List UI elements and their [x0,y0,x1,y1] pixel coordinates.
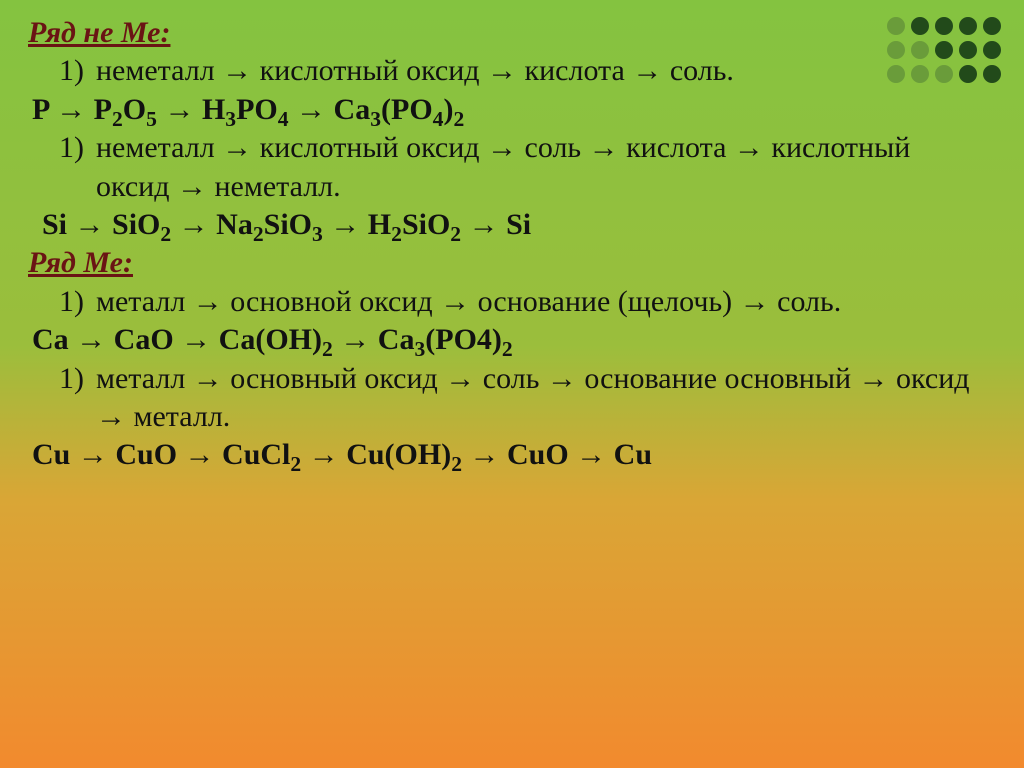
dot-icon [887,17,905,35]
list-item: 1) металл → основной оксид → основание (… [40,283,1024,321]
dot-icon [959,41,977,59]
dot-icon [935,65,953,83]
formula-line: Ca → CaO → Ca(OH)2 → Ca3(PO4)2 [32,321,1024,359]
dot-icon [935,41,953,59]
dot-icon [983,17,1001,35]
dot-icon [911,41,929,59]
dot-icon [983,41,1001,59]
dot-icon [983,65,1001,83]
dot-icon [887,65,905,83]
item-text: неметалл → кислотный оксид → соль → кисл… [96,129,1024,206]
dot-icon [935,17,953,35]
item-text: металл → основный оксид → соль → основан… [96,360,1024,437]
dot-icon [911,17,929,35]
item-number: 1) [40,360,96,398]
dot-icon [911,65,929,83]
heading-metals: Ряд Ме: [28,244,1024,282]
dot-icon [959,65,977,83]
formula-line: Cu → CuO → CuCl2 → Cu(OH)2 → CuO → Cu [32,436,1024,474]
list-item: 1) металл → основный оксид → соль → осно… [40,360,1024,437]
dot-icon [887,41,905,59]
slide-content: Ряд не Ме: 1) неметалл → кислотный оксид… [0,0,1024,475]
item-number: 1) [40,283,96,321]
item-number: 1) [40,129,96,167]
heading-nonmetals: Ряд не Ме: [28,14,1024,52]
item-number: 1) [40,52,96,90]
corner-dots-decoration [884,14,1004,86]
formula-line: P → P2O5 → H3PO4 → Ca3(PO4)2 [32,91,1024,129]
list-item: 1) неметалл → кислотный оксид → кислота … [40,52,1024,90]
item-text: металл → основной оксид → основание (щел… [96,283,1024,321]
list-item: 1) неметалл → кислотный оксид → соль → к… [40,129,1024,206]
formula-line: Si → SiO2 → Na2SiO3 → H2SiO2 → Si [42,206,1024,244]
dot-icon [959,17,977,35]
